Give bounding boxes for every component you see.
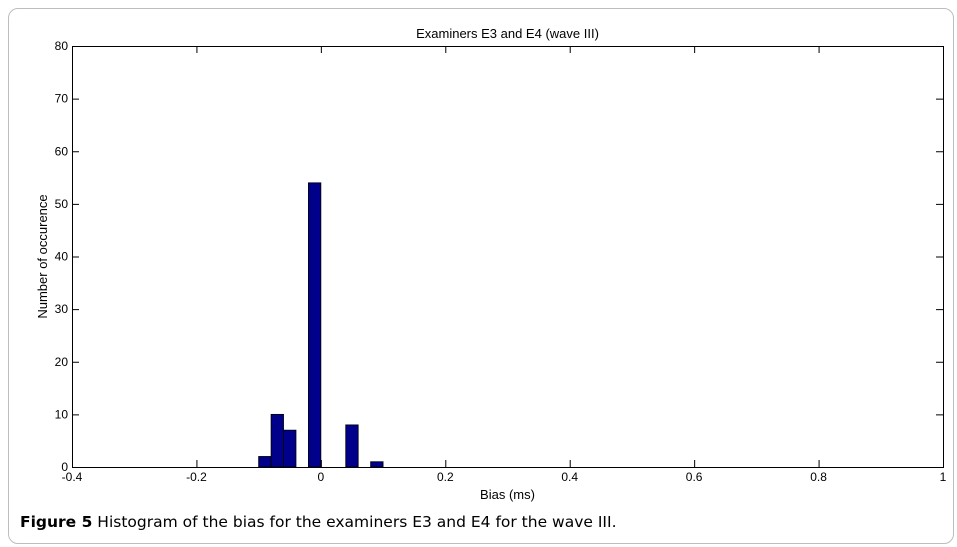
histogram-bar-1 — [258, 456, 272, 468]
x-tick-label: 0.8 — [810, 470, 827, 484]
x-tick-label: -0.2 — [186, 470, 207, 484]
chart-title: Examiners E3 and E4 (wave III) — [416, 26, 599, 41]
histogram-bar-5 — [345, 424, 359, 468]
y-tick-label: 10 — [55, 407, 69, 421]
caption-label: Figure 5 — [20, 513, 93, 531]
bars-group — [258, 182, 384, 468]
x-tick-labels: -0.4 -0.2 0 0.2 0.4 0.6 0.8 1 — [62, 470, 947, 484]
tick-marks — [72, 46, 944, 468]
x-axis-label: Bias (ms) — [480, 487, 535, 502]
histogram-chart: -0.4 -0.2 0 0.2 0.4 0.6 0.8 1 0 10 20 30 40 50 60 70 80… — [35, 26, 947, 502]
plot-area — [72, 46, 944, 468]
x-tick-label: 1 — [940, 470, 947, 484]
y-tick-label: 50 — [55, 197, 69, 211]
figure-caption: Figure 5 Histogram of the bias for the e… — [20, 513, 940, 531]
histogram-bar-2 — [270, 413, 284, 468]
x-tick-label: -0.4 — [62, 470, 83, 484]
x-tick-label: 0 — [318, 470, 325, 484]
y-tick-labels: 0 10 20 30 40 50 60 70 80 — [55, 39, 69, 474]
y-axis-label: Number of occurence — [35, 194, 50, 318]
x-tick-label: 0.6 — [686, 470, 703, 484]
x-tick-label: 0.4 — [561, 470, 578, 484]
y-tick-label: 30 — [55, 302, 69, 316]
y-tick-label: 0 — [61, 460, 68, 474]
histogram-bar-6 — [370, 461, 384, 468]
y-tick-label: 40 — [55, 250, 69, 264]
y-tick-label: 70 — [55, 92, 69, 106]
caption-text: Histogram of the bias for the examiners … — [92, 513, 617, 531]
x-tick-label: 0.2 — [437, 470, 454, 484]
y-tick-label: 80 — [55, 39, 69, 53]
y-tick-label: 60 — [55, 144, 69, 158]
histogram-bar-4 — [308, 182, 322, 468]
y-tick-label: 20 — [55, 355, 69, 369]
histogram-bar-3 — [283, 429, 297, 468]
